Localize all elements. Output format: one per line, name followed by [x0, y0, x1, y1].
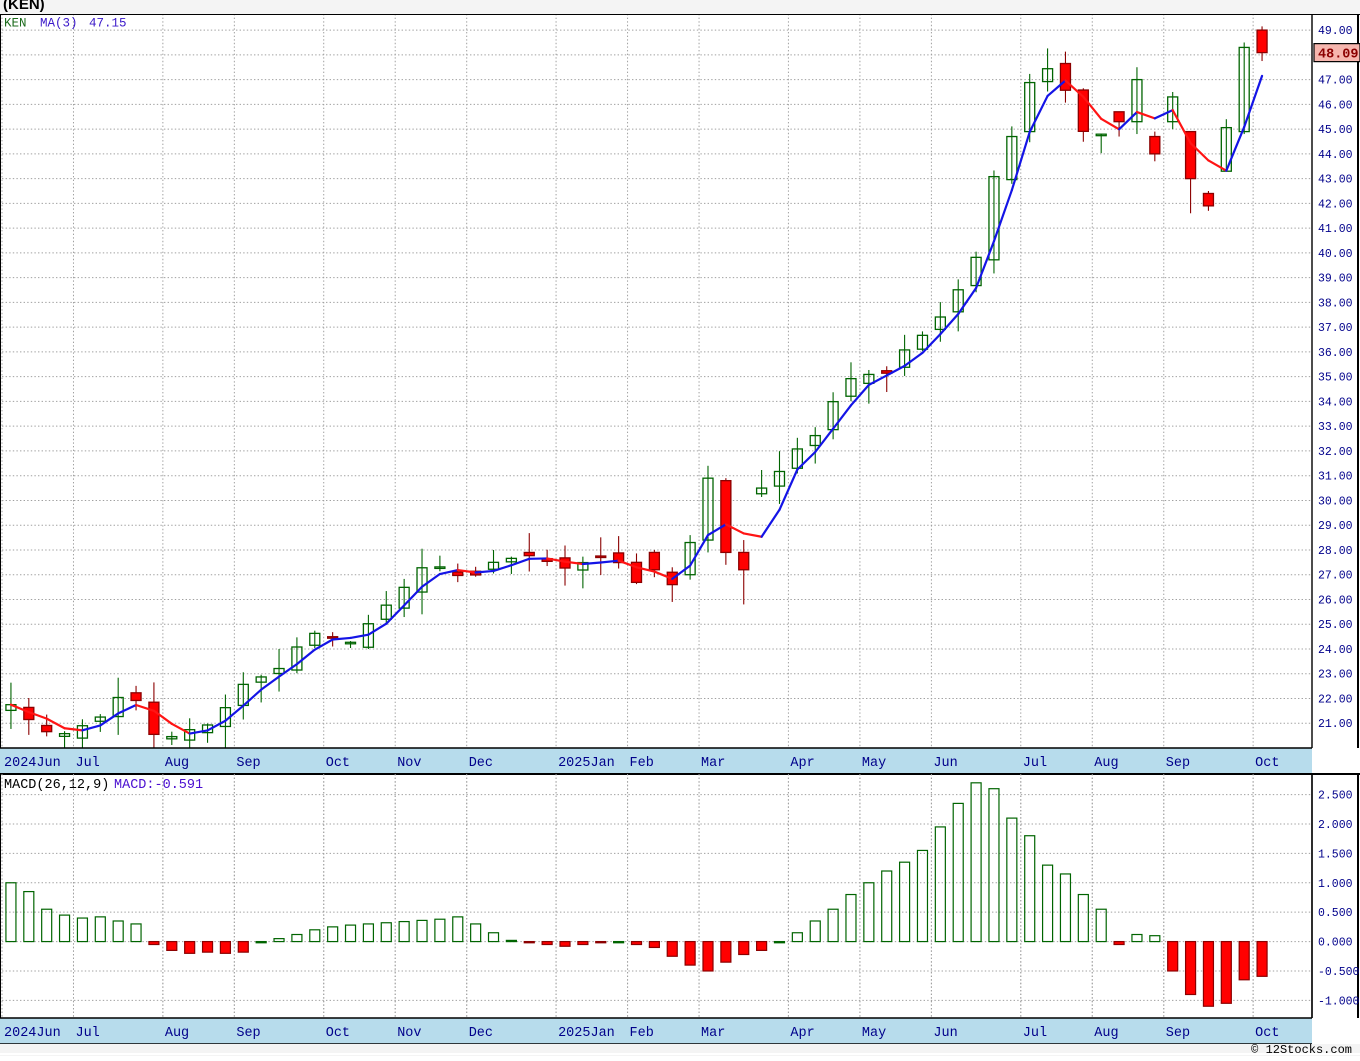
svg-text:Sep: Sep [236, 756, 260, 771]
svg-text:Dec: Dec [469, 756, 493, 771]
svg-text:46.00: 46.00 [1318, 99, 1353, 112]
svg-text:49.00: 49.00 [1318, 25, 1353, 38]
svg-text:47.00: 47.00 [1318, 75, 1353, 88]
svg-text:2.500: 2.500 [1318, 790, 1353, 803]
svg-text:Feb: Feb [630, 1026, 654, 1041]
svg-text:26.00: 26.00 [1318, 594, 1353, 607]
svg-text:MACD:-0.591: MACD:-0.591 [114, 778, 203, 793]
svg-text:38.00: 38.00 [1318, 297, 1353, 310]
svg-text:36.00: 36.00 [1318, 347, 1353, 360]
svg-text:25.00: 25.00 [1318, 619, 1353, 632]
svg-text:Aug: Aug [1094, 756, 1118, 771]
svg-text:2025Jan: 2025Jan [558, 756, 615, 771]
svg-text:May: May [862, 756, 886, 771]
svg-text:Sep: Sep [236, 1026, 260, 1041]
svg-text:Feb: Feb [630, 756, 654, 771]
svg-text:44.00: 44.00 [1318, 149, 1353, 162]
svg-text:KEN: KEN [4, 17, 27, 31]
svg-text:MACD(26,12,9): MACD(26,12,9) [4, 778, 109, 793]
svg-text:2024Jun: 2024Jun [4, 1026, 61, 1041]
svg-text:35.00: 35.00 [1318, 372, 1353, 385]
svg-text:Mar: Mar [701, 1026, 725, 1041]
svg-text:Sep: Sep [1166, 1026, 1190, 1041]
svg-text:Jul: Jul [75, 1026, 99, 1041]
svg-text:42.00: 42.00 [1318, 198, 1353, 211]
svg-text:37.00: 37.00 [1318, 322, 1353, 335]
svg-text:Nov: Nov [397, 1026, 421, 1041]
svg-text:Sep: Sep [1166, 756, 1190, 771]
svg-text:32.00: 32.00 [1318, 446, 1353, 459]
svg-text:30.00: 30.00 [1318, 495, 1353, 508]
svg-text:21.00: 21.00 [1318, 718, 1353, 731]
svg-text:Aug: Aug [165, 756, 189, 771]
svg-text:May: May [862, 1026, 886, 1041]
svg-text:1.000: 1.000 [1318, 878, 1353, 891]
svg-text:2024Jun: 2024Jun [4, 756, 61, 771]
svg-text:Jul: Jul [1023, 1026, 1047, 1041]
svg-text:Aug: Aug [1094, 1026, 1118, 1041]
svg-text:MA(3): MA(3) [40, 17, 78, 31]
svg-text:-0.500: -0.500 [1318, 966, 1360, 979]
svg-text:28.00: 28.00 [1318, 545, 1353, 558]
svg-text:24.00: 24.00 [1318, 644, 1353, 657]
svg-text:Oct: Oct [1255, 756, 1279, 771]
svg-text:22.00: 22.00 [1318, 693, 1353, 706]
svg-text:34.00: 34.00 [1318, 396, 1353, 409]
svg-text:0.500: 0.500 [1318, 907, 1353, 920]
svg-text:2.000: 2.000 [1318, 819, 1353, 832]
svg-text:Nov: Nov [397, 756, 421, 771]
svg-text:Jun: Jun [933, 1026, 957, 1041]
svg-text:29.00: 29.00 [1318, 520, 1353, 533]
svg-text:Mar: Mar [701, 756, 725, 771]
svg-text:Jun: Jun [933, 756, 957, 771]
svg-text:0.000: 0.000 [1318, 937, 1353, 950]
svg-text:31.00: 31.00 [1318, 471, 1353, 484]
svg-text:23.00: 23.00 [1318, 669, 1353, 682]
svg-text:Dec: Dec [469, 1026, 493, 1041]
svg-text:Jul: Jul [1023, 756, 1047, 771]
svg-text:2025Jan: 2025Jan [558, 1026, 615, 1041]
svg-text:Jul: Jul [75, 756, 99, 771]
svg-text:-1.000: -1.000 [1318, 995, 1360, 1008]
svg-text:33.00: 33.00 [1318, 421, 1353, 434]
svg-text:43.00: 43.00 [1318, 174, 1353, 187]
svg-text:41.00: 41.00 [1318, 223, 1353, 236]
svg-text:Apr: Apr [790, 1026, 814, 1041]
svg-text:Oct: Oct [326, 1026, 350, 1041]
svg-text:27.00: 27.00 [1318, 570, 1353, 583]
svg-text:48.09: 48.09 [1318, 48, 1359, 63]
svg-text:Oct: Oct [1255, 1026, 1279, 1041]
svg-text:40.00: 40.00 [1318, 248, 1353, 261]
svg-text:47.15: 47.15 [89, 17, 127, 31]
svg-text:Apr: Apr [790, 756, 814, 771]
svg-text:45.00: 45.00 [1318, 124, 1353, 137]
svg-text:39.00: 39.00 [1318, 273, 1353, 286]
svg-text:Oct: Oct [326, 756, 350, 771]
svg-text:1.500: 1.500 [1318, 848, 1353, 861]
svg-text:Aug: Aug [165, 1026, 189, 1041]
